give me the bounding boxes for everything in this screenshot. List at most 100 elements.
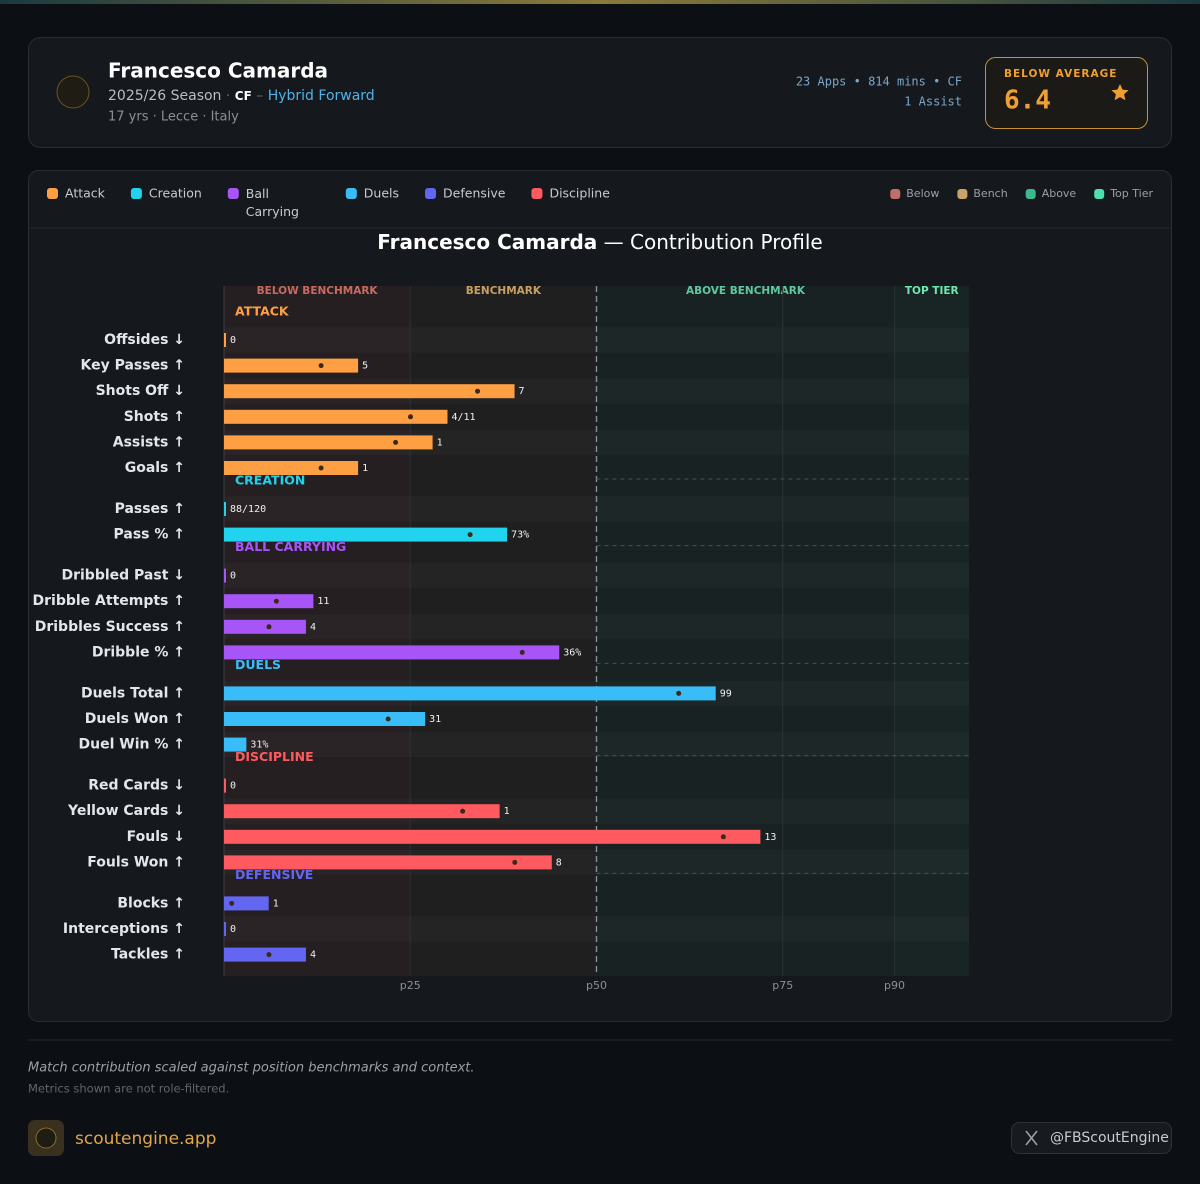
zone-label: ABOVE BENCHMARK [686, 285, 806, 297]
social-pill[interactable] [1011, 1122, 1172, 1154]
chart-title: Francesco Camarda — Contribution Profile [377, 230, 823, 254]
bar-marker [229, 900, 235, 906]
star-icon [1111, 84, 1129, 101]
bar [224, 829, 761, 844]
bar [224, 502, 226, 516]
stat-label: 4 [310, 622, 316, 633]
bar-marker [273, 598, 279, 604]
y-tick-label: Shots ↑ [124, 409, 185, 425]
bar-marker [266, 952, 272, 958]
bar [224, 461, 359, 475]
legend-swatch [531, 188, 543, 199]
legend-swatch [425, 188, 437, 199]
stat-label: 4 [310, 950, 316, 961]
stat-label: 0 [230, 335, 236, 346]
legend-label: Creation [149, 186, 202, 201]
stat-label: 31 [429, 714, 441, 725]
bar-marker [318, 363, 324, 369]
sep: – [256, 88, 263, 104]
stat-label: 5 [362, 361, 368, 372]
stat-label: 7 [519, 386, 525, 397]
zone-legend-label: Below [906, 187, 939, 200]
y-tick-label: Dribble % ↑ [92, 644, 185, 660]
bar [224, 896, 269, 911]
legend-swatch [130, 188, 142, 199]
legend-label: Defensive [443, 186, 506, 201]
y-tick-label: Assists ↑ [113, 434, 185, 450]
legend-label: Attack [65, 186, 106, 201]
stats-line: 23 Apps • 814 mins • CF [796, 75, 962, 89]
y-tick-label: Goals ↑ [125, 460, 185, 476]
bio: 17 yrs · Lecce · Italy [108, 110, 239, 125]
group-label: CREATION [235, 473, 305, 488]
player-name: Francesco Camarda [108, 59, 328, 83]
y-tick-label: Duel Win % ↑ [79, 737, 185, 753]
legend-label: Discipline [549, 186, 610, 201]
bar-marker [408, 414, 413, 420]
y-tick-label: Yellow Cards ↓ [67, 803, 185, 819]
footer-logo-mark [35, 1127, 57, 1149]
zone-band [596, 286, 895, 976]
stat-label: 13 [764, 832, 776, 843]
handle[interactable]: @FBScoutEngine [1050, 1130, 1169, 1146]
bar-marker [460, 808, 466, 814]
bar [224, 594, 314, 609]
bar [224, 686, 716, 701]
role: Hybrid Forward [268, 88, 375, 104]
bar [224, 435, 433, 450]
group-label: BALL CARRYING [235, 539, 346, 554]
x-tick-label: p75 [772, 979, 793, 992]
bar [224, 645, 560, 660]
logo [56, 75, 90, 109]
stat-label: 8 [556, 857, 562, 868]
title: Francesco Camarda [377, 230, 597, 254]
legend-swatch [47, 188, 58, 199]
header-card [28, 37, 1172, 148]
bar [224, 619, 306, 634]
subtitle: Contribution Profile [630, 230, 823, 254]
rating: 6.4 [1004, 86, 1051, 116]
zone-legend-swatch [890, 189, 901, 199]
season: 2025/26 Season [108, 88, 221, 104]
x-tick-label: p25 [400, 979, 421, 992]
row-stripe [224, 732, 969, 757]
group-label: DEFENSIVE [235, 867, 313, 882]
bar [224, 358, 359, 373]
y-tick-label: Interceptions ↑ [63, 921, 185, 937]
rating-badge [985, 57, 1148, 129]
y-tick-label: Dribbled Past ↓ [61, 568, 185, 584]
bar-marker [318, 465, 324, 471]
bar-marker [720, 834, 726, 840]
stat-label: 36% [563, 647, 581, 658]
title-sep: — [604, 230, 624, 254]
rating-label: BELOW AVERAGE [1004, 68, 1117, 80]
footer-subnote: Metrics shown are not role-filtered. [28, 1082, 229, 1096]
bar-marker [512, 859, 518, 865]
footer-note: Match contribution scaled against positi… [28, 1061, 475, 1076]
y-tick-label: Tackles ↑ [111, 947, 185, 963]
bar [224, 527, 508, 542]
stat-label: 0 [230, 924, 236, 935]
y-tick-label: Shots Off ↓ [96, 383, 185, 399]
bar-marker [467, 532, 473, 538]
legend-label: Duels [364, 186, 399, 201]
x-tick-label: p50 [586, 979, 607, 992]
bar-marker [475, 388, 481, 394]
y-tick-label: Fouls ↓ [127, 829, 185, 845]
stats-line: 1 Assist [904, 95, 962, 109]
stat-label: 73% [511, 530, 529, 541]
y-tick-label: Offsides ↓ [104, 332, 185, 348]
bar [224, 384, 515, 399]
bar-marker [393, 439, 399, 445]
legend-label: Ball Carrying [246, 186, 299, 219]
y-tick-label: Pass % ↑ [113, 527, 185, 543]
zone-legend-label: Above [1042, 187, 1077, 200]
sep: · [226, 88, 230, 104]
stat-label: 88/120 [230, 504, 266, 515]
bar [224, 737, 247, 752]
bar [224, 568, 226, 583]
stat-label: 4/11 [452, 412, 476, 423]
bar [224, 922, 226, 936]
zone-label: BENCHMARK [466, 285, 542, 297]
